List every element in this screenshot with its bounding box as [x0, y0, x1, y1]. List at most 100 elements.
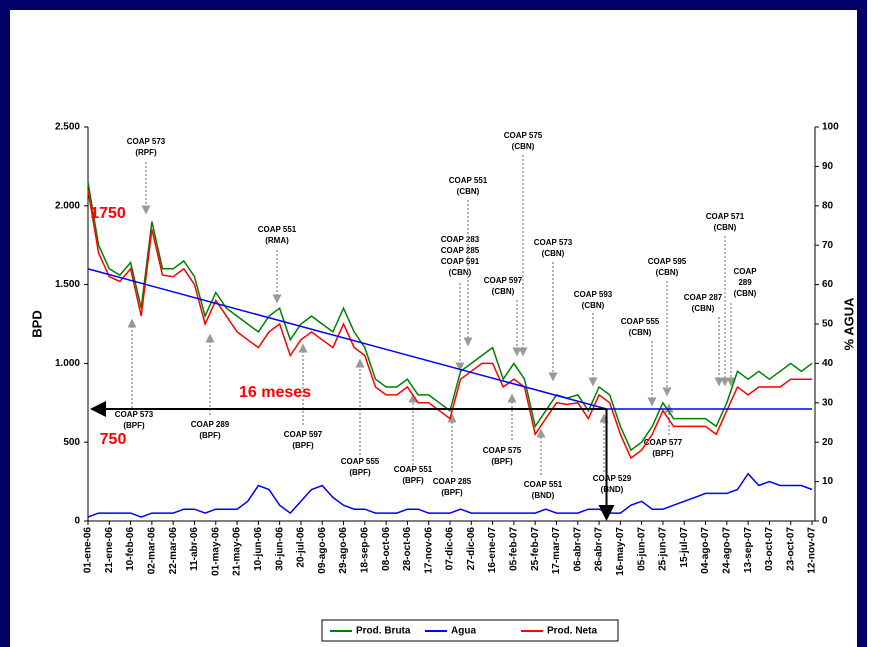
- x-tick-label: 18-sep-06: [359, 527, 370, 574]
- x-tick-label: 12-nov-07: [807, 527, 818, 574]
- y2-tick-label: 0: [822, 516, 828, 527]
- y-tick-label: 2.500: [55, 122, 80, 133]
- y2-tick-label: 70: [822, 240, 834, 251]
- annotation: COAP 597: [284, 430, 323, 439]
- annotation: (CBN): [714, 223, 737, 232]
- annotation: COAP 575: [483, 446, 522, 455]
- annotation: (BPF): [652, 449, 674, 458]
- x-tick-label: 01-may-06: [210, 527, 221, 576]
- x-tick-label: 09-ago-06: [317, 527, 328, 574]
- y2-tick-label: 60: [822, 279, 834, 290]
- x-tick-label: 17-mar-07: [551, 527, 562, 575]
- annotation: COAP 555: [621, 317, 660, 326]
- annotation: COAP 595: [648, 257, 687, 266]
- x-tick-label: 08-oct-06: [381, 527, 392, 571]
- x-tick-label: 06-abr-07: [572, 527, 583, 572]
- x-tick-label: 10-jun-06: [253, 527, 264, 571]
- y2-tick-label: 10: [822, 476, 834, 487]
- annotation: COAP: [733, 267, 757, 276]
- x-tick-label: 26-abr-07: [594, 527, 605, 572]
- legend-label: Prod. Neta: [547, 626, 597, 637]
- annotation: COAP 591: [441, 257, 480, 266]
- annotation: (CBN): [449, 268, 472, 277]
- annotation: (BPF): [199, 431, 221, 440]
- y2-tick-label: 80: [822, 200, 834, 211]
- annotation: (CBN): [734, 289, 757, 298]
- annotation: COAP 573: [127, 137, 166, 146]
- x-tick-label: 17-nov-06: [423, 527, 434, 574]
- annotation: COAP 555: [341, 457, 380, 466]
- x-tick-label: 11-abr-06: [189, 527, 200, 571]
- y-axis-title: BPD: [29, 310, 44, 337]
- x-tick-label: 20-jul-06: [296, 527, 307, 568]
- x-tick-label: 22-mar-06: [168, 527, 179, 575]
- annotation: (RMA): [265, 236, 289, 245]
- highlight-label: 1750: [90, 205, 126, 222]
- x-tick-label: 01-ene-06: [83, 527, 94, 574]
- y2-axis-title: % AGUA: [841, 297, 856, 351]
- annotation: (CBN): [629, 328, 652, 337]
- x-tick-label: 30-jun-06: [274, 527, 285, 571]
- annotation: (CBN): [582, 301, 605, 310]
- y2-tick-label: 50: [822, 319, 834, 330]
- annotation: (CBN): [542, 249, 565, 258]
- annotation: COAP 571: [706, 212, 745, 221]
- series-line: [87, 182, 813, 452]
- annotation: COAP 551: [524, 480, 563, 489]
- highlight-label: 750: [100, 431, 127, 448]
- annotation: COAP 593: [574, 290, 613, 299]
- annotation: (BPF): [123, 421, 145, 430]
- x-tick-label: 13-sep-07: [743, 527, 754, 574]
- annotation: COAP 577: [644, 438, 683, 447]
- annotation: (CBN): [656, 268, 679, 277]
- x-tick-label: 16-may-07: [615, 527, 626, 576]
- y2-tick-label: 40: [822, 358, 834, 369]
- legend-label: Prod. Bruta: [356, 626, 411, 637]
- x-tick-label: 28-oct-06: [402, 527, 413, 571]
- x-tick-label: 25-feb-07: [530, 527, 541, 571]
- annotation: (BPF): [402, 476, 424, 485]
- x-tick-label: 25-jun-07: [658, 527, 669, 571]
- x-tick-label: 03-oct-07: [764, 527, 775, 571]
- annotation: COAP 597: [484, 276, 523, 285]
- x-tick-label: 23-oct-07: [785, 527, 796, 571]
- x-tick-label: 21-ene-06: [104, 527, 115, 574]
- series-line: [87, 189, 812, 460]
- y-tick-label: 1.000: [55, 358, 80, 369]
- x-tick-label: 29-ago-06: [338, 527, 349, 574]
- y2-tick-label: 100: [822, 122, 839, 133]
- annotation: 289: [738, 278, 752, 287]
- annotation: COAP 283: [441, 235, 480, 244]
- y-tick-label: 1.500: [55, 279, 80, 290]
- trend-line: [87, 268, 812, 410]
- x-tick-label: 16-ene-07: [487, 527, 498, 574]
- y2-tick-label: 30: [822, 397, 834, 408]
- highlight-label: 16 meses: [239, 384, 311, 401]
- x-tick-label: 10-feb-06: [125, 527, 136, 571]
- annotation: COAP 551: [258, 225, 297, 234]
- annotation: COAP 573: [115, 410, 154, 419]
- y-tick-label: 500: [63, 437, 80, 448]
- annotation: (BPF): [491, 457, 513, 466]
- annotation: (RPF): [135, 148, 157, 157]
- legend-box: [321, 619, 619, 642]
- legend-label: Agua: [451, 626, 476, 637]
- annotation: COAP 289: [191, 420, 230, 429]
- annotation: (BPF): [349, 468, 371, 477]
- annotation: COAP 285: [441, 246, 480, 255]
- x-tick-label: 27-dic-06: [466, 527, 477, 571]
- annotation: (BPF): [441, 488, 463, 497]
- annotation: (BND): [601, 485, 624, 494]
- annotation: COAP 285: [433, 477, 472, 486]
- annotation: (BPF): [292, 441, 314, 450]
- y-tick-label: 0: [74, 516, 80, 527]
- y2-tick-label: 20: [822, 437, 834, 448]
- annotation: (CBN): [692, 304, 715, 313]
- x-tick-label: 21-may-06: [232, 527, 243, 576]
- annotation: COAP 573: [534, 238, 573, 247]
- annotation: (CBN): [457, 187, 480, 196]
- x-tick-label: 04-ago-07: [700, 527, 711, 574]
- x-tick-label: 05-feb-07: [509, 527, 520, 571]
